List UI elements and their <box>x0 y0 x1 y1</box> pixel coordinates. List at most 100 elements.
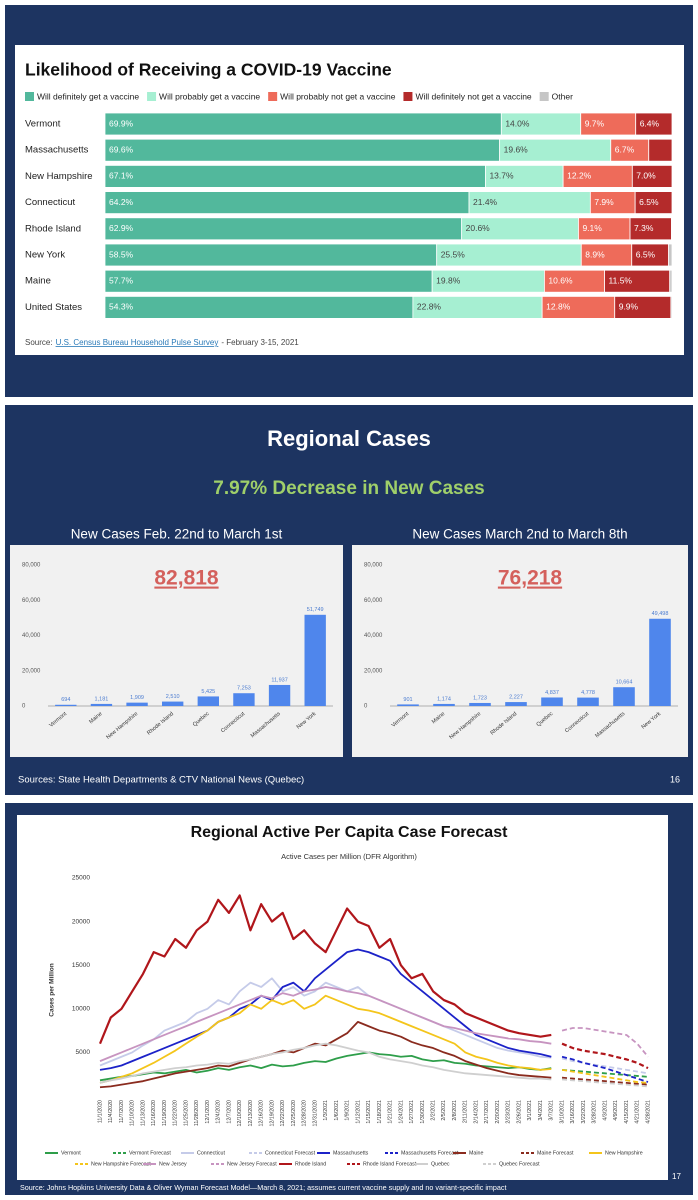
legend-label: Rhode Island <box>295 1161 326 1167</box>
data-label: 8.9% <box>585 249 605 259</box>
legend-swatch <box>25 92 34 101</box>
series-line <box>561 1068 649 1078</box>
x-tick-label: 1/12/2021 <box>355 1100 361 1124</box>
category-label: Connecticut <box>25 197 76 208</box>
data-label: 9.7% <box>585 118 605 128</box>
y-tick-label: 20000 <box>72 918 90 925</box>
bar <box>541 697 563 706</box>
x-tick-label: 12/19/2020 <box>269 1100 275 1127</box>
data-label: 10.6% <box>548 275 573 285</box>
y-tick-label: 40,000 <box>22 633 41 639</box>
x-tick-label: 1/3/2021 <box>323 1100 329 1121</box>
legend-label: Vermont Forecast <box>129 1150 171 1156</box>
category-label: Rhode Island <box>25 223 81 234</box>
data-label: 6.4% <box>640 118 660 128</box>
bar <box>505 702 527 706</box>
chart-card <box>10 545 343 757</box>
data-label: 1,909 <box>130 695 144 701</box>
chart-card <box>352 545 688 757</box>
data-label: 58.5% <box>109 249 134 259</box>
series-line <box>99 948 552 1071</box>
x-tick-label: 4/21/2021 <box>635 1100 641 1124</box>
x-tick-label: 11/13/2020 <box>140 1100 146 1126</box>
x-tick-label: 3/10/2021 <box>559 1100 565 1124</box>
x-tick-label: 12/10/2020 <box>237 1100 243 1127</box>
y-tick-label: 15000 <box>72 962 90 969</box>
data-label: 67.1% <box>109 171 134 181</box>
x-tick-label: 12/22/2020 <box>280 1100 286 1127</box>
legend-label: Will probably not get a vaccine <box>280 91 396 101</box>
legend-swatch <box>539 92 549 101</box>
legend-label: Connecticut <box>197 1150 225 1156</box>
bar <box>90 703 113 706</box>
x-tick-label: 12/28/2020 <box>302 1100 308 1127</box>
chart-title: Likelihood of Receiving a COVID-19 Vacci… <box>25 60 392 80</box>
data-label: 7.3% <box>634 223 654 233</box>
x-tick-label: 4/28/2021 <box>645 1100 651 1124</box>
y-tick-label: 0 <box>22 704 26 710</box>
bar <box>397 704 419 706</box>
data-label: 11,937 <box>271 677 287 683</box>
legend-label: Massachusetts <box>333 1150 369 1156</box>
legend-label: Quebec Forecast <box>499 1161 540 1167</box>
bar <box>433 703 455 706</box>
legend-label: Will definitely get a vaccine <box>37 91 139 101</box>
x-tick-label: 12/4/2020 <box>216 1100 222 1124</box>
data-label: 12.8% <box>546 302 571 312</box>
series-line <box>99 994 552 1084</box>
legend-label: Maine <box>469 1150 483 1156</box>
y-tick-label: 60,000 <box>22 598 41 604</box>
chart-title: Regional Active Per Capita Case Forecast <box>191 824 509 841</box>
legend-label: Other <box>552 91 573 101</box>
x-tick-label: 12/1/2020 <box>205 1100 211 1124</box>
bar-segment <box>671 217 673 241</box>
bar-segment <box>635 112 673 136</box>
legend-label: Will definitely not get a vaccine <box>415 91 531 101</box>
bar <box>577 697 599 706</box>
data-label: 54.3% <box>109 302 134 312</box>
x-tick-label: 2/17/2021 <box>484 1100 490 1124</box>
source: Source: Johns Hopkins University Data & … <box>20 1183 507 1192</box>
data-label: 1,723 <box>473 695 487 701</box>
x-tick-label: 2/14/2021 <box>473 1100 479 1124</box>
data-label: 49,498 <box>652 611 669 617</box>
data-label: 7.9% <box>594 197 614 207</box>
data-label: 6.5% <box>639 197 659 207</box>
series-line <box>561 1027 649 1058</box>
data-label: 11.5% <box>609 275 633 285</box>
x-tick-label: 2/20/2021 <box>495 1100 501 1124</box>
bar <box>304 614 326 706</box>
x-tick-label: 3/4/2021 <box>538 1100 544 1121</box>
data-label: 9.1% <box>582 223 602 233</box>
legend-label: Quebec <box>431 1161 450 1167</box>
x-tick-label: 11/7/2020 <box>119 1100 125 1123</box>
slide-title: Regional Cases <box>267 426 431 451</box>
x-tick-label: 11/4/2020 <box>108 1100 114 1123</box>
y-tick-label: 80,000 <box>364 563 383 569</box>
bar-segment <box>104 112 502 136</box>
data-label: 57.7% <box>109 275 134 285</box>
x-tick-label: 11/10/2020 <box>130 1100 136 1126</box>
x-tick-label: 1/18/2021 <box>377 1100 383 1124</box>
y-tick-label: 10000 <box>72 1006 90 1013</box>
legend-label: Vermont <box>61 1150 81 1156</box>
bar-segment <box>648 138 673 162</box>
x-tick-label: 2/23/2021 <box>506 1100 512 1124</box>
legend-swatch <box>403 92 413 101</box>
series-line <box>561 1068 649 1084</box>
bar-segment <box>104 269 433 293</box>
x-tick-label: 1/6/2021 <box>334 1100 340 1121</box>
x-tick-label: 11/25/2020 <box>183 1100 189 1126</box>
data-label: 4,837 <box>545 690 559 696</box>
x-tick-label: 3/7/2021 <box>549 1100 555 1121</box>
data-label: 14.0% <box>505 118 530 128</box>
data-label: 6.7% <box>615 144 635 154</box>
category-label: New Hampshire <box>25 171 93 182</box>
x-tick-label: 2/2/2021 <box>431 1100 437 1121</box>
data-label: 7,253 <box>237 686 251 692</box>
x-tick-label: 12/16/2020 <box>259 1100 265 1127</box>
x-tick-label: 3/16/2021 <box>570 1100 576 1124</box>
legend-label: New Hampshire <box>605 1150 643 1156</box>
legend-label: Will probably get a vaccine <box>159 91 260 101</box>
slide-subtitle: 7.97% Decrease in New Cases <box>213 478 484 499</box>
